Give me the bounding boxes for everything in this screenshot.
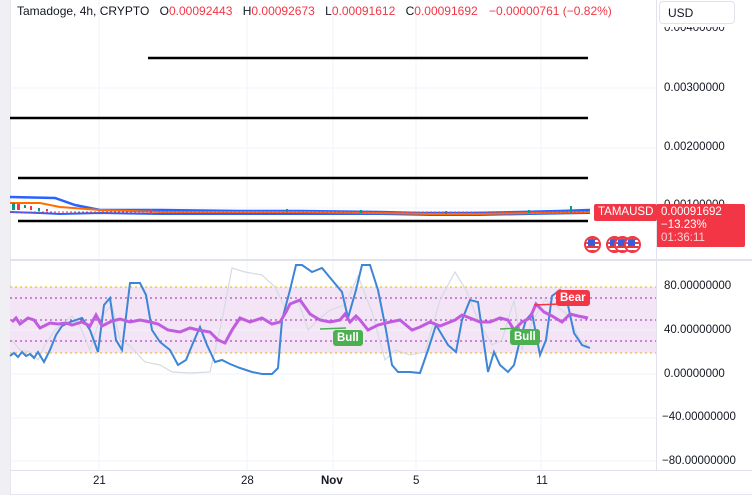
- open-value: 0.00092443: [168, 4, 233, 18]
- last-price-tag: 0.00091692 −13.23% 01:36:11: [657, 204, 745, 247]
- bull-signal-badge: Bull: [333, 330, 363, 346]
- stoch-k-line: [9, 264, 591, 375]
- time-axis-label: 11: [536, 475, 548, 487]
- vertical-gridlines: [98, 0, 542, 470]
- oscillator-axis-label: −40.00000000: [662, 411, 736, 423]
- close-value: 0.00091692: [414, 4, 478, 18]
- price-axis-border: [656, 0, 657, 470]
- us-flag-event-icon[interactable]: [584, 236, 601, 253]
- rsi-line: [10, 298, 589, 345]
- price-axis-label: 0.00400000: [664, 22, 725, 34]
- close-label: C: [405, 4, 415, 18]
- change-value: −0.00000761 (−0.82%): [489, 4, 612, 18]
- oscillator-axis-label: 0.00000000: [664, 368, 725, 380]
- low-value: 0.00091612: [331, 4, 396, 18]
- bear-signal-badge: Bear: [556, 290, 590, 306]
- bar-countdown: 01:36:11: [661, 232, 705, 244]
- price-axis-label: 0.00200000: [664, 141, 725, 153]
- symbol-tag: TAMAUSD: [594, 204, 658, 221]
- high-label: H: [242, 4, 252, 18]
- left-toolbar-edge: [0, 0, 11, 495]
- horizontal-level-lines: [10, 56, 588, 223]
- bull-connector-2: [499, 327, 521, 330]
- us-flag-event-icon[interactable]: [624, 236, 641, 253]
- candles: [10, 203, 590, 214]
- change-percent: −13.23%: [661, 219, 707, 231]
- symbol-title[interactable]: Tamadoge, 4h, CRYPTO: [17, 4, 150, 18]
- price-axis-label: 0.00300000: [664, 82, 725, 94]
- open-label: O: [159, 4, 169, 18]
- oscillator-axis-label: 80.00000000: [664, 280, 732, 292]
- bull-signal-badge: Bull: [510, 329, 540, 345]
- chart-legend: Tamadoge, 4h, CRYPTO O0.00092443 H0.0009…: [17, 4, 612, 18]
- time-axis-label: 28: [241, 475, 254, 487]
- time-axis-border: [10, 470, 752, 471]
- time-axis-label: 5: [413, 475, 420, 487]
- bottom-border: [10, 494, 752, 495]
- currency-button[interactable]: USD: [659, 1, 735, 24]
- bull-connector-1: [319, 327, 347, 330]
- time-axis-label: Nov: [321, 475, 343, 487]
- low-label: L: [325, 4, 332, 18]
- time-axis-label: 21: [93, 475, 106, 487]
- high-value: 0.00092673: [251, 4, 315, 18]
- oscillator-axis-label: −80.00000000: [662, 455, 736, 467]
- pane-separator[interactable]: [10, 259, 752, 261]
- last-price: 0.00091692: [661, 206, 722, 218]
- price-gridlines: [10, 87, 656, 209]
- bear-connector: [533, 303, 561, 306]
- oscillator-axis-label: 40.00000000: [664, 324, 732, 336]
